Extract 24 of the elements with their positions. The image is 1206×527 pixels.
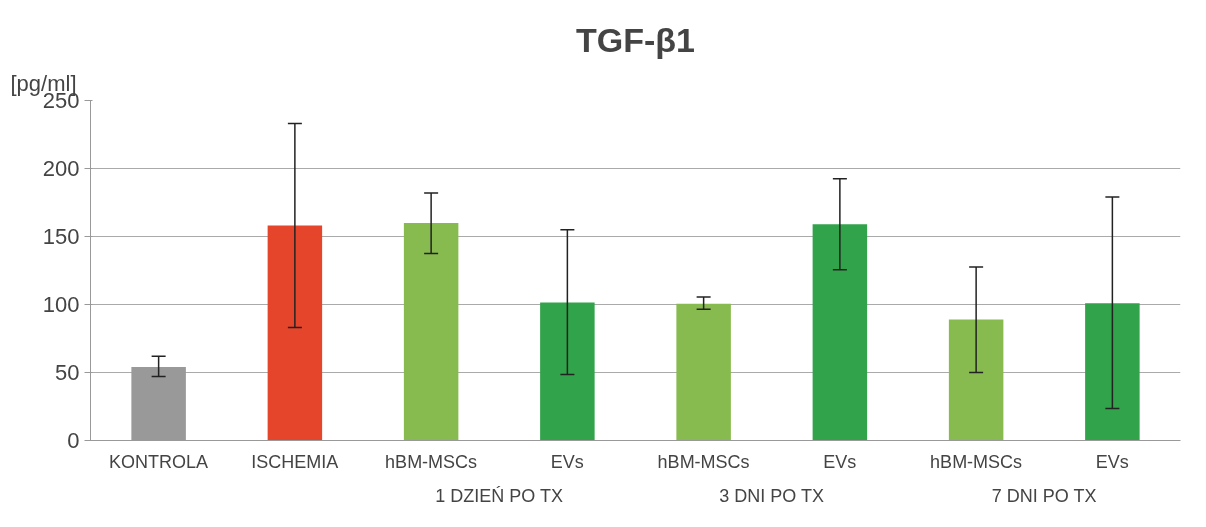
x-tick-label: hBM-MSCs bbox=[385, 451, 478, 472]
bar bbox=[812, 224, 868, 441]
x-tick-label: EVs bbox=[550, 451, 584, 472]
x-tick-label: hBM-MSCs bbox=[657, 451, 750, 472]
y-tick-label: 200 bbox=[42, 156, 80, 181]
text: 3 DNI PO TX bbox=[719, 485, 824, 506]
y-tick-label: 150 bbox=[42, 224, 80, 249]
bar bbox=[676, 303, 731, 441]
y-tick-label: 50 bbox=[55, 360, 80, 385]
x-tick-label: hBM-MSCs bbox=[930, 451, 1023, 472]
text: 7 DNI PO TX bbox=[991, 485, 1097, 506]
y-tick-label: 0 bbox=[67, 428, 80, 453]
chart-title: TGF-β1 bbox=[576, 20, 695, 59]
x-tick-label: ISCHEMIA bbox=[251, 451, 339, 472]
bar bbox=[948, 319, 1004, 441]
y-tick-label: 100 bbox=[42, 292, 80, 317]
x-tick-label: KONTROLA bbox=[109, 451, 209, 472]
bar bbox=[403, 222, 459, 441]
text: 1 DZIEŃ PO TX bbox=[435, 485, 563, 506]
bar bbox=[267, 225, 323, 441]
x-tick-label: EVs bbox=[823, 451, 857, 472]
x-tick-label: EVs bbox=[1095, 451, 1129, 472]
bar bbox=[540, 302, 595, 441]
bar bbox=[1085, 303, 1140, 441]
